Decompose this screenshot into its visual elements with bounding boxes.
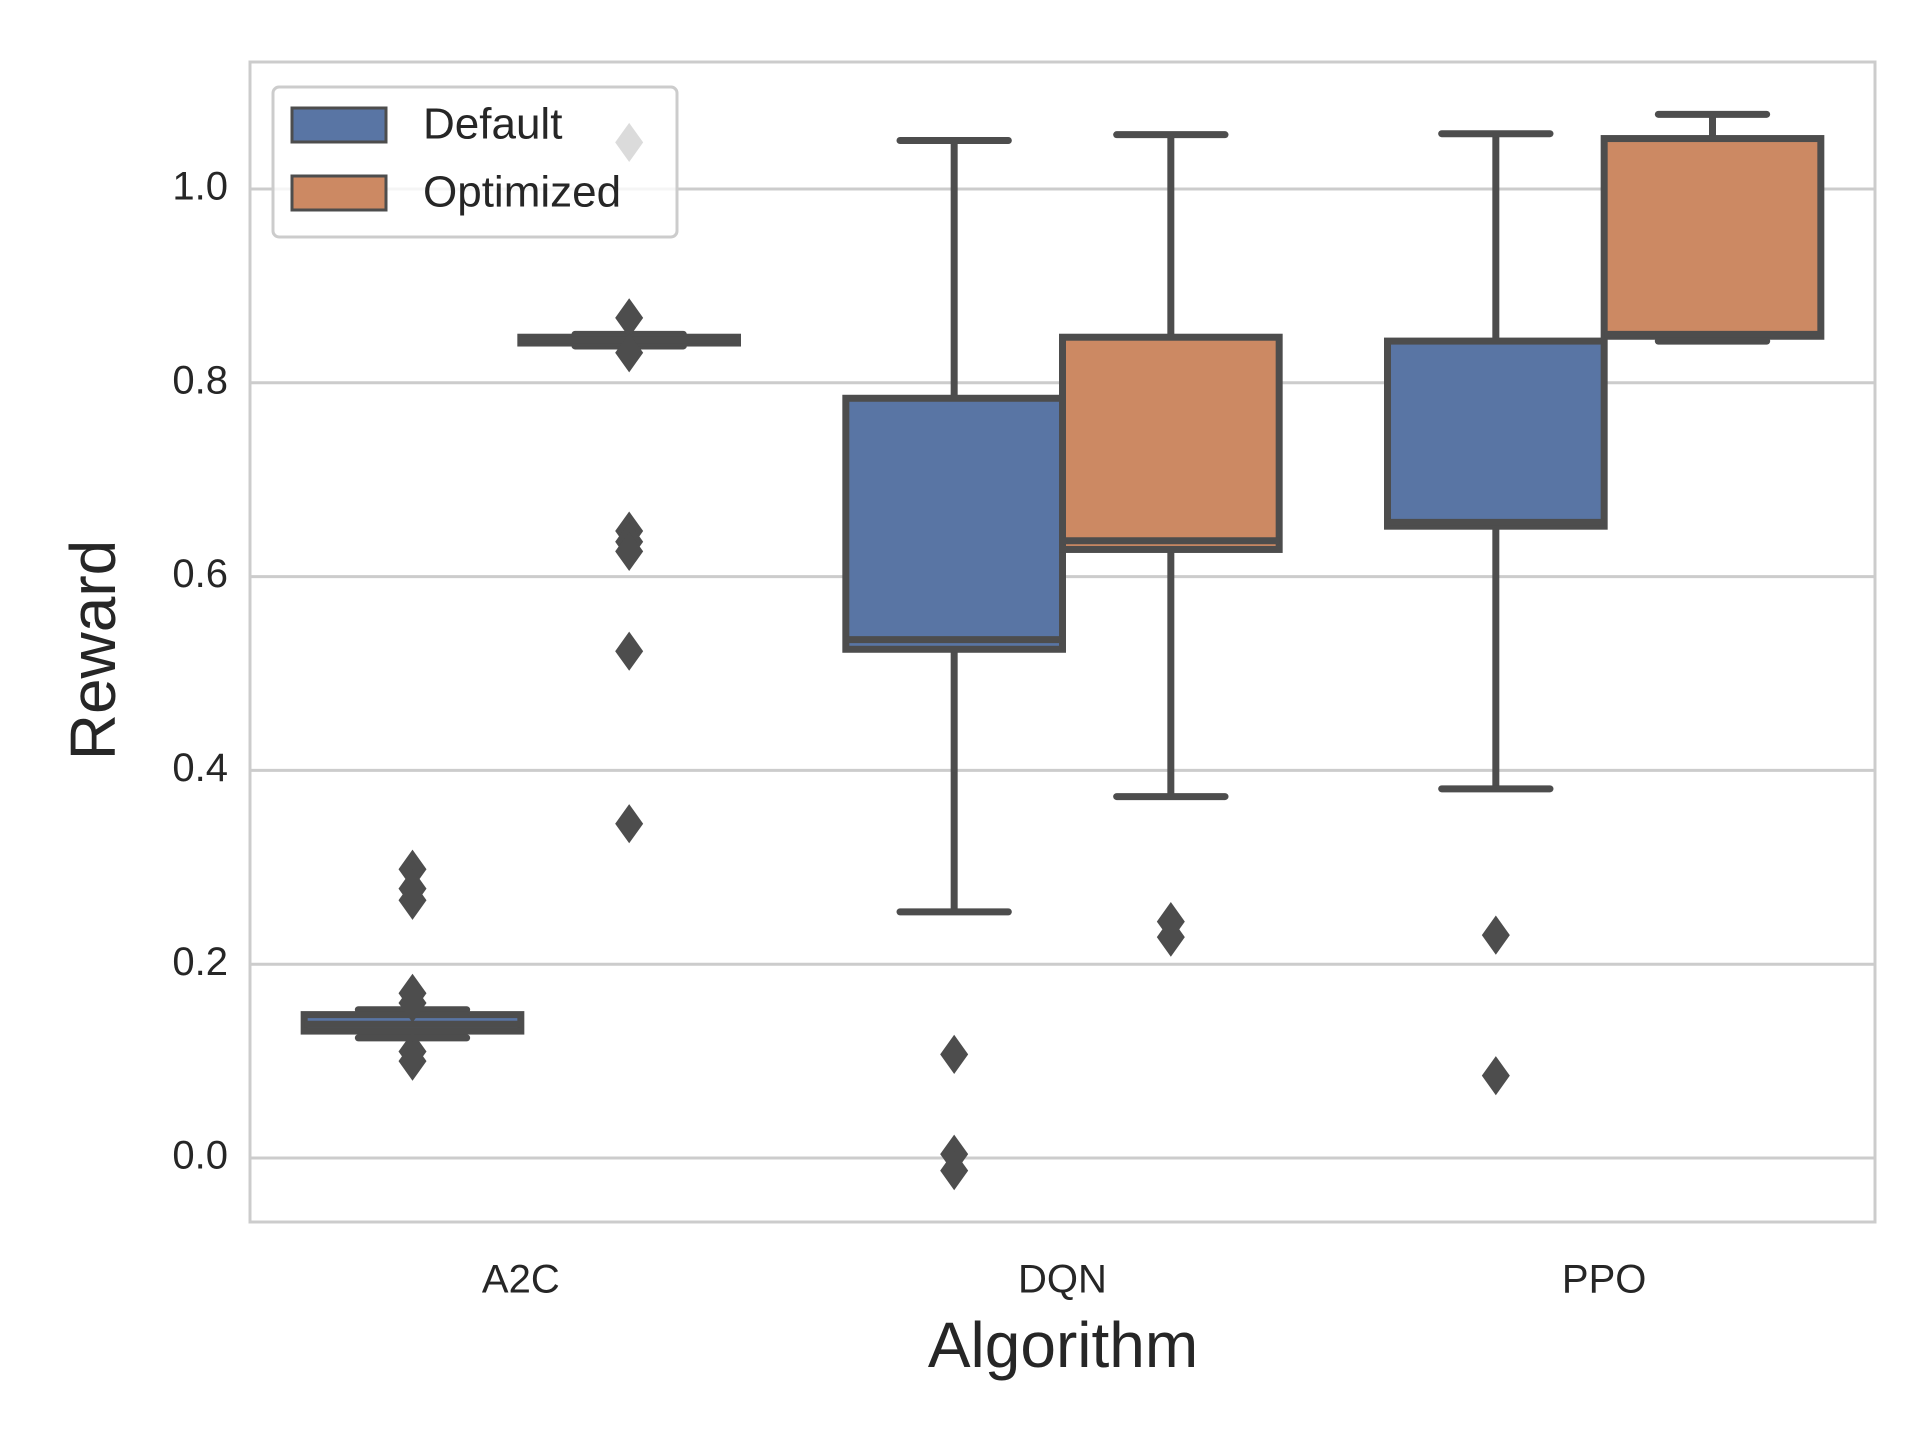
y-tick-label: 0.6 [172, 552, 228, 596]
legend-swatch [290, 106, 388, 144]
outlier [1156, 917, 1185, 957]
outlier [398, 880, 427, 920]
outlier [1481, 915, 1510, 955]
outlier [940, 1151, 969, 1191]
outlier [615, 531, 644, 571]
box-group [1384, 130, 1608, 1096]
outlier [1481, 1056, 1510, 1096]
legend-swatch [290, 174, 388, 212]
y-tick-label: 0.2 [172, 940, 228, 984]
legend-label: Default [423, 100, 562, 149]
x-axis-label: Algorithm [928, 1309, 1198, 1381]
box-group [1059, 131, 1283, 957]
y-tick-label: 0.0 [172, 1134, 228, 1178]
outlier [615, 333, 644, 373]
x-tick-label: PPO [1562, 1258, 1646, 1302]
x-tick-label: A2C [482, 1258, 560, 1302]
box-group [300, 849, 525, 1081]
y-tick-label: 0.8 [172, 358, 228, 402]
outlier [398, 1041, 427, 1081]
outlier [615, 298, 644, 338]
outlier [615, 804, 644, 844]
box [1059, 333, 1283, 553]
box [1384, 337, 1608, 530]
box-group [1600, 110, 1825, 345]
box [842, 394, 1066, 653]
x-tick-label: DQN [1018, 1258, 1107, 1302]
y-tick-label: 0.4 [172, 746, 228, 790]
box-group [517, 122, 741, 844]
y-axis-label: Reward [57, 540, 129, 761]
outlier [940, 1034, 969, 1074]
outlier [615, 631, 644, 671]
plot-frame [248, 60, 1877, 1224]
outlier [398, 983, 427, 1023]
y-tick-label: 1.0 [172, 165, 228, 209]
box-group [842, 136, 1066, 1191]
box [1600, 135, 1825, 340]
legend-label: Optimized [423, 168, 621, 217]
